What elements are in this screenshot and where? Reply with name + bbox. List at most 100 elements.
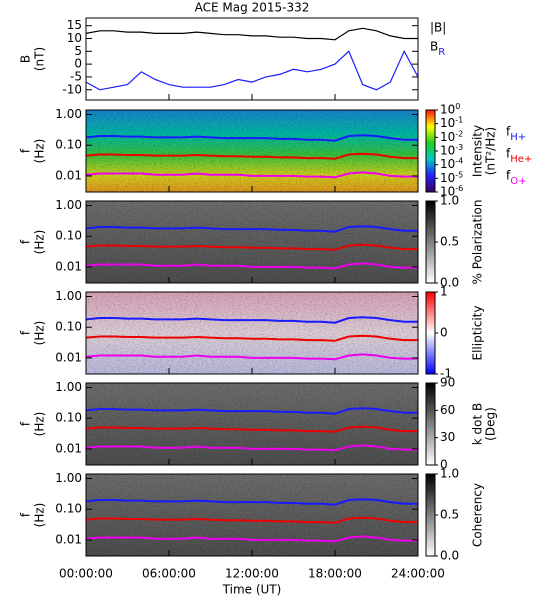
y-tick-label: -10 <box>62 82 82 96</box>
colorbar <box>425 382 436 466</box>
y-tick-label: 15 <box>67 18 82 32</box>
colorbar-tick-label: 0.0 <box>440 276 459 290</box>
colorbar-tick-exponent: 0 <box>455 102 460 111</box>
legend-subscript: He+ <box>510 154 532 165</box>
spectrogram <box>86 292 418 374</box>
colorbar <box>425 473 436 557</box>
colorbar-tick-label: 0 <box>440 458 448 472</box>
colorbar-tick-exponent: -3 <box>455 143 463 152</box>
y-tick-label: 0.10 <box>55 411 82 425</box>
y-axis-label: f <box>19 148 33 153</box>
y-tick-label: 0 <box>74 57 82 71</box>
x-tick-label: 18:00:00 <box>308 567 362 581</box>
legend-label: fHe+ <box>506 147 532 166</box>
colorbar-label: Coherency <box>471 483 485 547</box>
legend-label: fO+ <box>506 169 526 188</box>
y-tick-label: 1.00 <box>55 107 82 121</box>
legend-subscript: O+ <box>510 176 526 187</box>
colorbar <box>425 109 436 193</box>
plot-frame <box>85 17 419 101</box>
series-line <box>85 425 418 433</box>
colorbar-tick-label: 1 <box>440 285 448 299</box>
series-line <box>85 243 418 251</box>
legend-subscript: H+ <box>510 132 526 143</box>
colorbar-tick-label: 0 <box>440 326 448 340</box>
colorbar <box>425 200 436 284</box>
y-tick-label: 0.01 <box>55 441 82 455</box>
y-tick-label: 0.01 <box>55 168 82 182</box>
y-tick-label: 0.10 <box>55 229 82 243</box>
y-axis-label: (Hz) <box>33 412 47 437</box>
colorbar-label: (Deg) <box>484 407 498 441</box>
colorbar-tick-label: 0.5 <box>440 508 459 522</box>
series-line <box>85 225 418 233</box>
series-line <box>85 535 418 543</box>
legend-label: fH+ <box>506 125 526 144</box>
series-line <box>85 171 418 179</box>
colorbar-label: Ellipticity <box>471 306 485 361</box>
y-tick-label: 1.00 <box>55 289 82 303</box>
x-tick-label: 06:00:00 <box>142 567 196 581</box>
legend-subscript: R <box>438 47 445 58</box>
series-line <box>85 334 418 342</box>
y-axis-label: (Hz) <box>33 230 47 255</box>
y-axis-label: f <box>19 512 33 517</box>
colorbar-tick-exponent: -5 <box>455 170 463 179</box>
colorbar-tick-label: 1.0 <box>440 467 459 481</box>
colorbar-label: k dot B <box>471 403 485 445</box>
y-tick-label: -5 <box>70 69 82 83</box>
series-line <box>85 262 418 270</box>
y-axis-label: f <box>19 330 33 335</box>
colorbar-tick-label: -1 <box>440 367 452 381</box>
colorbar-tick-label: 30 <box>440 430 455 444</box>
series-line <box>85 444 418 452</box>
legend-label: |B| <box>430 21 446 35</box>
series-line <box>85 49 419 91</box>
chart-title: ACE Mag 2015-332 <box>195 1 310 15</box>
y-tick-label: 0.10 <box>55 320 82 334</box>
y-tick-label: 5 <box>74 44 82 58</box>
y-tick-label: 0.01 <box>55 532 82 546</box>
y-axis-label: (Hz) <box>33 321 47 346</box>
y-tick-label: 1.00 <box>55 198 82 212</box>
x-tick-label: 24:00:00 <box>391 567 445 581</box>
spectrogram <box>86 474 418 556</box>
y-tick-label: 1.00 <box>55 380 82 394</box>
series-line <box>85 353 418 361</box>
colorbar-tick-exponent: -1 <box>455 115 463 124</box>
colorbar-tick-label: 0.5 <box>440 235 459 249</box>
series-line <box>85 152 418 160</box>
series-line <box>85 134 418 142</box>
y-tick-label: 0.10 <box>55 138 82 152</box>
colorbar-tick-label: 1.0 <box>440 194 459 208</box>
series-line <box>85 498 418 506</box>
colorbar-tick-exponent: -2 <box>455 129 463 138</box>
y-axis-label: (Hz) <box>33 503 47 528</box>
colorbar-tick-label: 90 <box>440 376 455 390</box>
spectrogram <box>86 110 418 192</box>
x-tick-label: 12:00:00 <box>225 567 279 581</box>
x-axis-label: Time (UT) <box>222 583 282 597</box>
y-axis-label: f <box>19 239 33 244</box>
spectrogram <box>86 201 418 283</box>
series-line <box>85 516 418 524</box>
y-tick-label: 0.01 <box>55 350 82 364</box>
y-tick-label: 0.01 <box>55 259 82 273</box>
colorbar-label: (nT²/Hz) <box>484 127 498 175</box>
x-tick-label: 00:00:00 <box>59 567 113 581</box>
spectrogram <box>86 383 418 465</box>
colorbar-tick-label: 0.0 <box>440 549 459 563</box>
y-axis-label: f <box>19 421 33 426</box>
colorbar-tick-exponent: -6 <box>455 184 463 193</box>
colorbar-label: Intensity <box>471 125 485 177</box>
series-line <box>85 407 418 415</box>
legend-label: BR <box>430 40 445 59</box>
y-axis-label: (Hz) <box>33 139 47 164</box>
y-tick-label: 1.00 <box>55 471 82 485</box>
series-line <box>85 27 418 41</box>
series-line <box>85 316 418 324</box>
y-tick-label: 0.10 <box>55 502 82 516</box>
colorbar-tick-exponent: -4 <box>455 156 463 165</box>
